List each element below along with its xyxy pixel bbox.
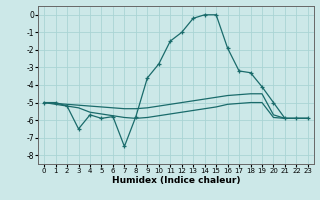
X-axis label: Humidex (Indice chaleur): Humidex (Indice chaleur) — [112, 176, 240, 185]
